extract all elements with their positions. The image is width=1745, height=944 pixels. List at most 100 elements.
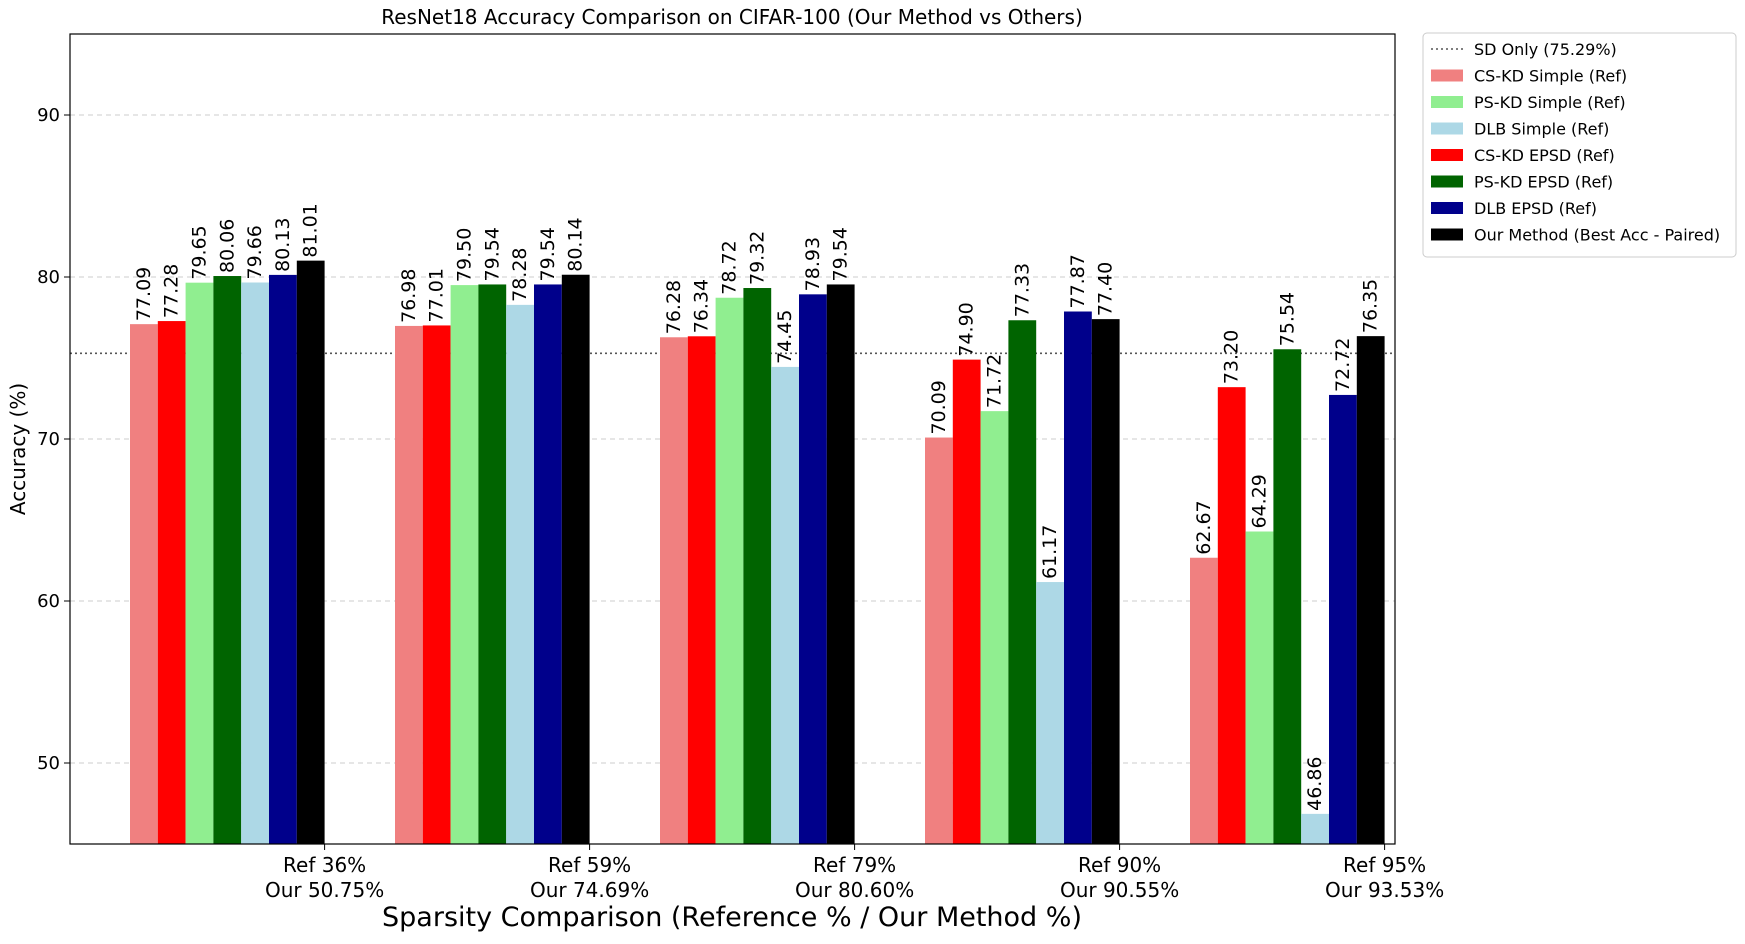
bar-value-label: 76.34	[691, 279, 713, 333]
bar-value-label: 79.66	[244, 225, 266, 279]
bar	[660, 337, 688, 844]
bar	[561, 274, 590, 844]
legend-label: SD Only (75.29%)	[1474, 40, 1617, 59]
bar	[799, 294, 827, 845]
bar	[130, 324, 158, 845]
legend-swatch	[1431, 96, 1463, 108]
bar	[980, 411, 1009, 844]
bar-value-label: 64.29	[1249, 474, 1271, 528]
bar-value-label: 77.40	[1095, 262, 1117, 316]
legend-swatch	[1431, 122, 1463, 135]
bar	[1064, 311, 1092, 845]
x-tick-label: Our 80.60%	[795, 878, 914, 902]
bar	[395, 325, 423, 844]
legend-swatch	[1431, 69, 1463, 82]
legend-label: CS-KD Simple (Ref)	[1474, 67, 1627, 86]
bar	[1217, 387, 1246, 844]
bar	[771, 366, 799, 844]
bar	[687, 336, 716, 844]
bar-value-label: 79.54	[537, 227, 559, 281]
bar-value-label: 76.35	[1360, 279, 1382, 333]
legend-label: PS-KD Simple (Ref)	[1474, 93, 1626, 112]
bar-value-label: 70.09	[928, 380, 950, 434]
x-tick-label: Ref 90%	[1078, 853, 1161, 877]
bar	[478, 284, 507, 844]
bar	[213, 276, 242, 844]
bar-value-label: 46.86	[1304, 756, 1326, 810]
bar	[296, 260, 325, 844]
x-tick-label: Ref 95%	[1343, 853, 1426, 877]
bar	[450, 285, 479, 845]
bar-value-label: 78.93	[802, 237, 824, 291]
bar	[157, 321, 186, 845]
legend-label: CS-KD EPSD (Ref)	[1474, 146, 1615, 165]
bar-value-label: 75.54	[1276, 292, 1298, 346]
bar	[1301, 813, 1329, 844]
legend-swatch	[1431, 175, 1463, 188]
legend-box	[1422, 32, 1737, 258]
bar-value-label: 62.67	[1193, 500, 1215, 554]
bar-value-label: 76.98	[398, 269, 420, 323]
bar	[1036, 582, 1064, 844]
y-tick-label: 90	[37, 105, 60, 126]
y-tick-label: 70	[37, 429, 60, 450]
y-tick-label: 80	[37, 267, 60, 288]
legend: SD Only (75.29%) CS-KD Simple (Ref) PS-KD …	[1422, 32, 1737, 258]
bar	[925, 437, 953, 844]
legend-label: Our Method (Best Acc - Paired)	[1474, 226, 1720, 245]
bar-value-label: 72.72	[1332, 338, 1354, 392]
bar	[241, 282, 269, 844]
bar-value-label: 79.65	[189, 225, 211, 279]
bar-value-label: 81.01	[300, 203, 322, 257]
legend-label: PS-KD EPSD (Ref)	[1474, 173, 1613, 192]
legend-swatch	[1431, 228, 1463, 241]
bar-value-label: 79.54	[481, 227, 503, 281]
plot-frame	[69, 33, 1396, 845]
bar	[185, 282, 214, 844]
bar-value-label: 80.14	[565, 217, 587, 271]
bar-value-label: 76.28	[663, 280, 685, 334]
bar-value-label: 80.06	[216, 219, 238, 273]
bar-value-label: 77.09	[133, 267, 155, 321]
bar	[743, 288, 772, 844]
bar-value-label: 74.90	[956, 302, 978, 356]
bar-value-label: 61.17	[1039, 525, 1061, 579]
bar	[715, 297, 744, 845]
bar	[422, 325, 451, 844]
bar	[1273, 349, 1302, 844]
bar-value-label: 79.50	[454, 228, 476, 282]
bar-value-label: 78.28	[509, 247, 531, 301]
bar-value-label: 79.54	[830, 227, 852, 281]
bar-labels-group: 77.09 77.28 79.65 80.06 79.66 80.13 81.01 76.98…	[133, 203, 1382, 811]
x-tick-label: Our 74.69%	[530, 878, 649, 902]
axes-group: 50 60 70 80 90 Ref 36%Our 50.75% Ref 59%Our 74…	[37, 33, 1444, 902]
bar	[534, 284, 562, 844]
x-tick-label: Our 50.75%	[265, 878, 384, 902]
legend-label: DLB EPSD (Ref)	[1474, 199, 1597, 218]
x-tick-label: Our 93.53%	[1325, 878, 1444, 902]
bar	[952, 359, 981, 844]
bar	[1329, 394, 1357, 844]
bar	[506, 304, 534, 844]
bar-value-label: 77.28	[161, 264, 183, 318]
bar	[826, 284, 855, 844]
x-tick-label: Ref 36%	[283, 853, 366, 877]
bar-value-label: 77.87	[1067, 254, 1089, 308]
bar	[1190, 557, 1218, 844]
y-axis-label: Accuracy (%)	[6, 383, 30, 515]
bar-value-label: 74.45	[774, 310, 796, 364]
x-tick-label: Our 90.55%	[1060, 878, 1179, 902]
bar	[1091, 319, 1120, 844]
bar-value-label: 79.32	[746, 231, 768, 285]
bar	[1245, 531, 1274, 844]
x-axis-label: Sparsity Comparison (Reference % / Our M…	[382, 902, 1082, 933]
bars-group	[130, 260, 1385, 845]
legend-swatch	[1431, 202, 1463, 214]
legend-label: DLB Simple (Ref)	[1474, 120, 1609, 139]
x-tick-label: Ref 79%	[813, 853, 896, 877]
bar	[1008, 320, 1037, 844]
bar	[269, 274, 297, 844]
y-tick-label: 60	[37, 591, 60, 612]
